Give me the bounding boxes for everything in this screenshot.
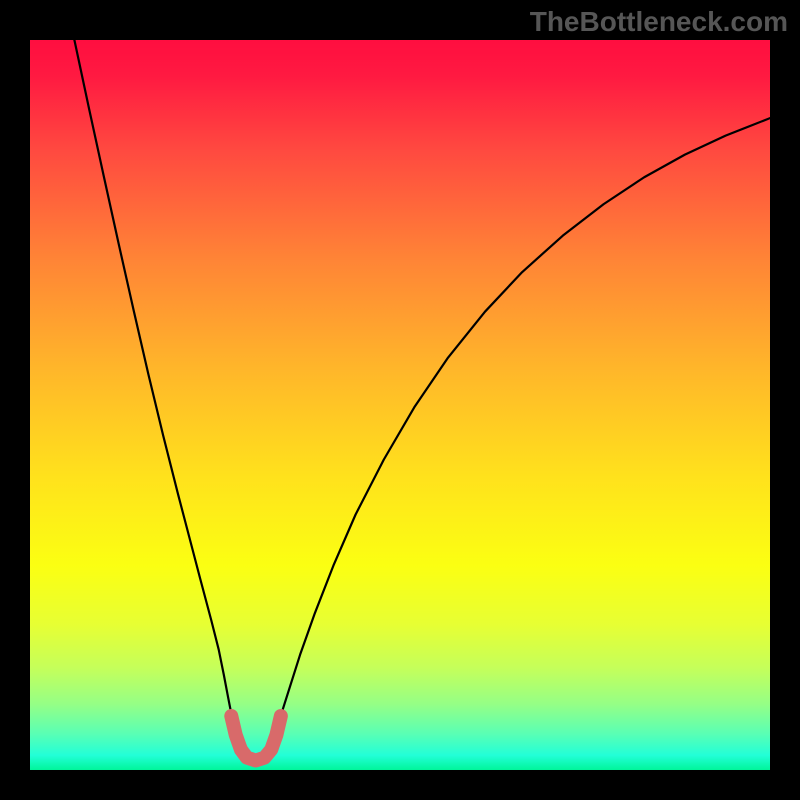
- watermark-text: TheBottleneck.com: [530, 6, 788, 38]
- plot-area: [30, 40, 770, 770]
- gradient-background: [30, 40, 770, 770]
- chart-root: TheBottleneck.com: [0, 0, 800, 800]
- plot-svg: [30, 40, 770, 770]
